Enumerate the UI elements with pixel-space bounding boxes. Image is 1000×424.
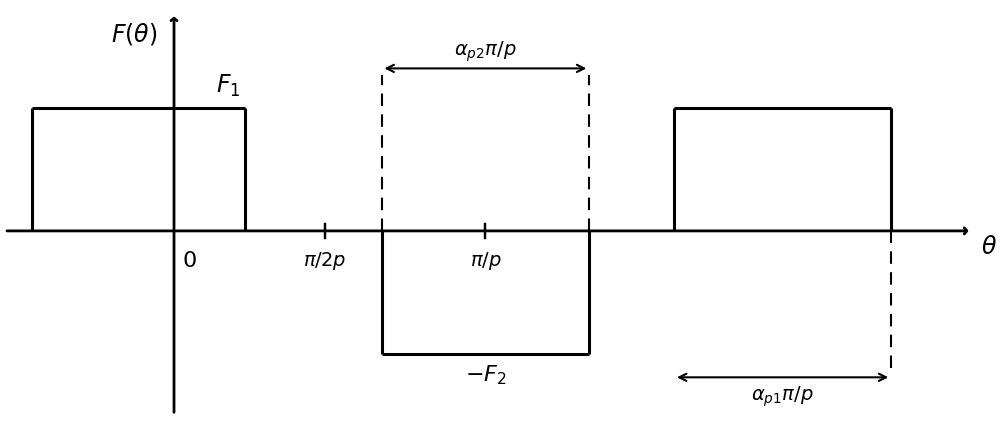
Text: $0$: $0$ <box>182 250 196 272</box>
Text: $F(\theta)$: $F(\theta)$ <box>111 21 157 47</box>
Text: $\alpha_{p1}\pi/p$: $\alpha_{p1}\pi/p$ <box>751 385 814 410</box>
Text: $\theta$: $\theta$ <box>981 237 997 259</box>
Text: $\alpha_{p2}\pi/p$: $\alpha_{p2}\pi/p$ <box>454 39 517 64</box>
Text: $\pi/2p$: $\pi/2p$ <box>303 250 347 272</box>
Text: $-F_2$: $-F_2$ <box>465 363 506 387</box>
Text: $F_1$: $F_1$ <box>216 73 240 99</box>
Text: $\pi/p$: $\pi/p$ <box>470 250 501 272</box>
